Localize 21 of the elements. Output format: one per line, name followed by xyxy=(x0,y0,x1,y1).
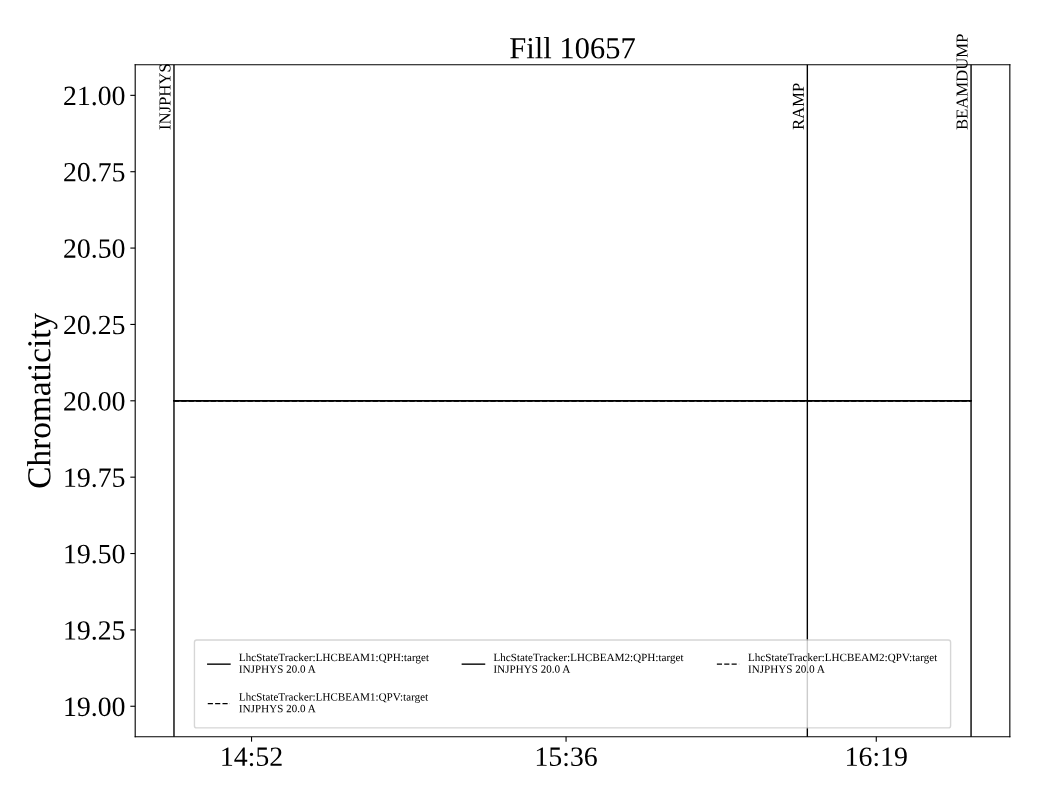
y-tick-label: 20.00 xyxy=(64,391,125,411)
y-tick-label: 19.25 xyxy=(65,621,125,640)
ref-line-label: BEAMDUMP xyxy=(956,34,968,130)
y-tick-label: 20.25 xyxy=(64,315,125,335)
y-tick-label: 20.75 xyxy=(64,162,125,182)
legend-label: LhcStateTracker:LHCBEAM1:QPV:target INJPHYS 20.0 A xyxy=(239,692,429,713)
x-tick-label: 14:52 xyxy=(222,747,282,767)
legend-label: LhcStateTracker:LHCBEAM1:QPH:target INJPHYS 20.0 A xyxy=(239,653,429,673)
y-tick-label: 20.50 xyxy=(64,239,125,259)
y-tick-label: 19.00 xyxy=(65,697,125,717)
y-tick-label: 21.00 xyxy=(64,86,125,106)
y-axis-title: Chromaticity xyxy=(27,312,58,488)
legend-label: LhcStateTracker:LHCBEAM2:QPH:target INJPHYS 20.0 A xyxy=(493,653,684,673)
legend-label: LhcStateTracker:LHCBEAM2:QPV:target INJPHYS 20.0 A xyxy=(748,653,938,673)
y-tick-label: 19.75 xyxy=(65,468,125,488)
ref-line-label: RAMP xyxy=(792,83,804,130)
x-tick-label: 15:36 xyxy=(536,747,597,767)
y-tick-label: 19.50 xyxy=(65,544,125,564)
x-tick-label: 16:19 xyxy=(847,747,907,767)
ref-line-label: INJPHYS xyxy=(159,64,171,130)
chart-title: Fill 10657 xyxy=(510,37,635,59)
